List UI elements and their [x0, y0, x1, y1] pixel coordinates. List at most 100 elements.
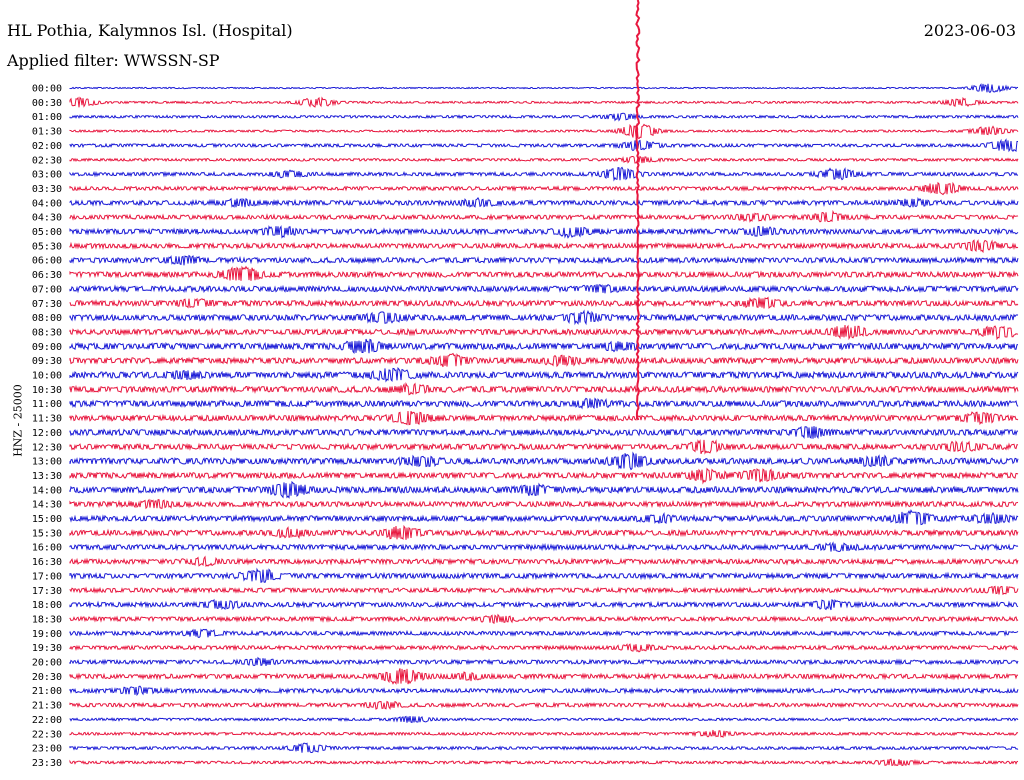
time-tick-label: 15:30: [32, 528, 62, 539]
time-tick-label: 20:30: [32, 672, 62, 683]
trace-1430: [69, 498, 1019, 510]
trace-1930: [69, 643, 1019, 653]
trace-1230: [69, 439, 1019, 455]
time-tick-label: 01:00: [32, 112, 62, 123]
time-tick-label: 06:30: [32, 270, 62, 281]
trace-1400: [69, 480, 1019, 499]
trace-0700: [69, 283, 1019, 294]
time-tick-label: 05:30: [32, 241, 62, 252]
trace-0430: [69, 209, 1019, 223]
trace-0930: [69, 352, 1019, 368]
time-tick-label: 23:00: [32, 744, 62, 755]
time-tick-label: 04:30: [32, 213, 62, 224]
time-tick-label: 08:00: [32, 313, 62, 324]
trace-1100: [69, 397, 1019, 410]
trace-1030: [69, 381, 1019, 396]
time-tick-label: 04:00: [32, 198, 62, 209]
time-tick-label: 02:30: [32, 155, 62, 166]
trace-2300: [69, 742, 1019, 754]
time-tick-label: 07:30: [32, 299, 62, 310]
major-event-spike: [635, 0, 641, 421]
trace-1500: [69, 509, 1019, 526]
date-label: 2023-06-03: [923, 21, 1016, 40]
trace-1800: [69, 598, 1019, 611]
trace-1830: [69, 613, 1019, 625]
trace-0630: [69, 265, 1019, 281]
time-tick-label: 14:30: [32, 500, 62, 511]
time-tick-label: 19:30: [32, 643, 62, 654]
time-tick-label: 08:30: [32, 327, 62, 338]
time-tick-label: 19:00: [32, 629, 62, 640]
trace-1730: [69, 585, 1019, 596]
trace-0600: [69, 254, 1019, 266]
trace-2000: [69, 656, 1019, 667]
time-tick-label: 00:30: [32, 98, 62, 109]
time-tick-label: 17:00: [32, 571, 62, 582]
time-tick-label: 05:00: [32, 227, 62, 238]
time-tick-label: 11:00: [32, 399, 62, 410]
time-tick-label: 09:30: [32, 356, 62, 367]
trace-1700: [69, 567, 1019, 583]
time-tick-label: 18:30: [32, 614, 62, 625]
time-tick-label: 03:30: [32, 184, 62, 195]
time-tick-label: 22:00: [32, 715, 62, 726]
trace-1300: [69, 451, 1019, 471]
time-tick-label: 15:00: [32, 514, 62, 525]
time-tick-label: 02:00: [32, 141, 62, 152]
trace-0200: [69, 138, 1019, 153]
time-tick-label: 10:00: [32, 371, 62, 382]
trace-2230: [69, 729, 1019, 738]
time-tick-label: 13:30: [32, 471, 62, 482]
time-tick-label: 13:00: [32, 457, 62, 468]
time-tick-label: 12:30: [32, 442, 62, 453]
trace-1330: [69, 467, 1019, 485]
trace-0130: [69, 123, 1019, 140]
trace-0900: [69, 338, 1019, 355]
trace-2100: [69, 685, 1019, 697]
time-tick-label: 11:30: [32, 414, 62, 425]
time-tick-label: 16:00: [32, 543, 62, 554]
time-tick-label: 10:30: [32, 385, 62, 396]
time-tick-label: 07:00: [32, 284, 62, 295]
trace-2030: [69, 668, 1019, 685]
trace-1600: [69, 541, 1019, 553]
time-tick-label: 21:30: [32, 701, 62, 712]
filter-label: Applied filter: WWSSN-SP: [7, 51, 220, 70]
trace-1900: [69, 628, 1019, 639]
trace-0230: [69, 155, 1019, 164]
trace-0100: [69, 112, 1019, 122]
time-tick-label: 23:30: [32, 758, 62, 769]
trace-0000: [69, 83, 1019, 94]
station-title: HL Pothia, Kalymnos Isl. (Hospital): [7, 21, 293, 40]
trace-0800: [69, 309, 1019, 326]
time-tick-label: 00:00: [32, 84, 62, 95]
trace-2200: [69, 715, 1019, 724]
trace-0030: [69, 96, 1019, 108]
time-tick-label: 18:00: [32, 600, 62, 611]
time-tick-label: 03:00: [32, 170, 62, 181]
time-tick-label: 21:00: [32, 686, 62, 697]
trace-2330: [69, 758, 1019, 767]
time-tick-label: 14:00: [32, 485, 62, 496]
trace-0400: [69, 196, 1019, 208]
trace-0330: [69, 181, 1019, 196]
time-tick-label: 16:30: [32, 557, 62, 568]
time-tick-label: 01:30: [32, 127, 62, 138]
trace-0730: [69, 296, 1019, 309]
time-tick-label: 12:00: [32, 428, 62, 439]
trace-1130: [69, 411, 1019, 426]
trace-0500: [69, 225, 1019, 239]
time-tick-label: 22:30: [32, 729, 62, 740]
trace-2130: [69, 700, 1019, 710]
trace-1000: [69, 366, 1019, 383]
trace-0830: [69, 324, 1019, 341]
trace-1630: [69, 555, 1019, 568]
time-tick-label: 20:00: [32, 658, 62, 669]
trace-0300: [69, 166, 1019, 182]
trace-1200: [69, 426, 1019, 440]
time-tick-label: 06:00: [32, 256, 62, 267]
trace-0530: [69, 239, 1019, 254]
trace-1530: [69, 524, 1019, 540]
time-tick-label: 09:00: [32, 342, 62, 353]
